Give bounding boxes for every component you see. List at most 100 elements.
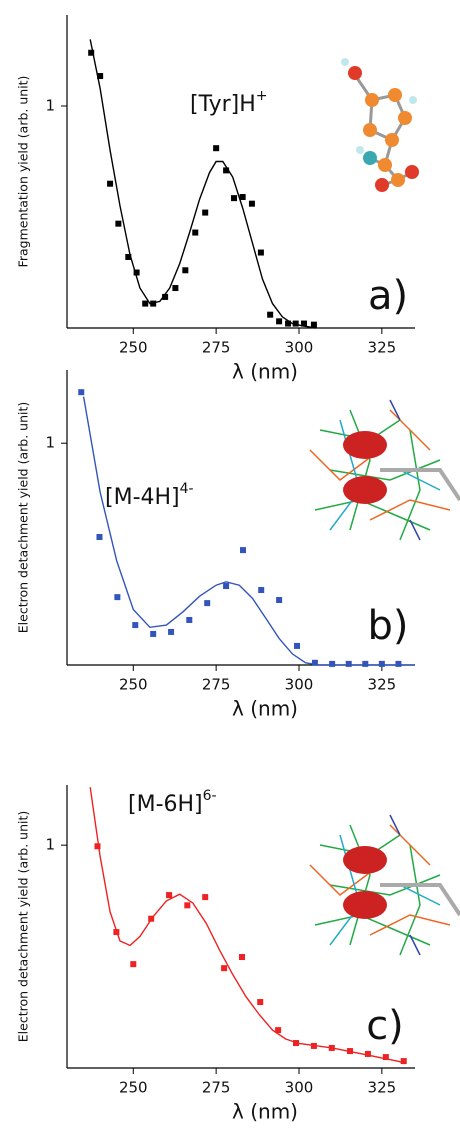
annotation-text: [M-6H]	[128, 792, 203, 817]
data-point	[150, 300, 157, 307]
data-point	[186, 616, 193, 623]
data-point	[275, 1027, 282, 1034]
data-point	[132, 622, 139, 629]
data-point	[78, 389, 85, 396]
x-tick-label: 250	[119, 1079, 148, 1097]
data-point	[150, 630, 157, 637]
data-point	[130, 961, 137, 968]
annotation: [Tyr]H+	[190, 88, 268, 117]
data-point	[292, 320, 299, 327]
data-point	[148, 915, 155, 922]
data-point	[345, 660, 352, 667]
x-tick-label: 275	[202, 1079, 231, 1097]
data-point	[310, 321, 317, 328]
data-point	[328, 1044, 335, 1051]
annotation-superscript: 6-	[203, 788, 217, 804]
data-point	[276, 318, 283, 325]
data-point	[182, 267, 189, 274]
data-point	[300, 320, 307, 327]
y-axis-label: Fragmentation yield (arb. unit)	[16, 76, 31, 268]
data-point	[133, 269, 140, 276]
data-point	[202, 209, 209, 216]
data-point	[382, 1054, 389, 1061]
data-point	[88, 49, 95, 56]
x-tick-label: 275	[202, 339, 231, 357]
data-point	[310, 1042, 317, 1049]
x-axis-label: λ (nm)	[232, 1100, 298, 1124]
x-axis-label: λ (nm)	[232, 697, 298, 721]
fit-line	[89, 39, 316, 329]
data-point	[223, 583, 230, 590]
y-axis-label: Electron detachment yield (arb. unit)	[16, 402, 31, 633]
data-point	[257, 999, 264, 1006]
annotation-superscript: +	[256, 88, 268, 104]
x-tick-label: 275	[202, 676, 231, 694]
data-point	[204, 600, 211, 607]
data-point	[238, 954, 245, 961]
data-point	[276, 597, 283, 604]
data-point	[168, 628, 175, 635]
data-point	[285, 320, 292, 327]
annotation: [M-6H]6-	[128, 788, 217, 817]
data-point	[221, 965, 228, 972]
data-point	[347, 1048, 354, 1055]
panel-label: c)	[366, 1003, 404, 1049]
protein-illustration	[309, 814, 460, 956]
data-point	[258, 587, 265, 594]
data-point	[166, 892, 173, 899]
data-point	[125, 253, 132, 260]
x-tick-label: 250	[119, 339, 148, 357]
x-tick-label: 325	[368, 676, 397, 694]
data-point	[294, 642, 301, 649]
data-point	[248, 200, 255, 207]
panel-label: a)	[368, 273, 408, 319]
data-point	[293, 1040, 300, 1047]
y-tick-label: 1	[45, 434, 55, 452]
data-point	[142, 300, 149, 307]
data-point	[202, 894, 209, 901]
data-point	[96, 534, 103, 541]
data-point	[97, 73, 104, 80]
fit-line	[82, 396, 415, 666]
x-tick-label: 325	[368, 1079, 397, 1097]
data-point	[172, 285, 179, 292]
data-point	[107, 180, 114, 187]
data-point	[329, 660, 336, 667]
data-point	[94, 843, 101, 850]
data-point	[362, 660, 369, 667]
y-tick-label: 1	[45, 97, 55, 115]
data-point	[395, 660, 402, 667]
data-point	[231, 195, 238, 202]
data-point	[114, 594, 121, 601]
data-point	[239, 547, 246, 554]
data-point	[115, 220, 122, 227]
x-axis-label: λ (nm)	[232, 360, 298, 384]
panel-label: b)	[368, 603, 409, 649]
data-point	[257, 249, 264, 256]
x-tick-label: 325	[368, 339, 397, 357]
x-tick-label: 300	[285, 339, 314, 357]
x-tick-label: 300	[285, 676, 314, 694]
data-point	[184, 902, 191, 909]
data-point	[378, 660, 385, 667]
data-point	[192, 229, 199, 236]
protein-illustration	[309, 399, 460, 541]
molecule-illustration	[341, 58, 419, 192]
data-point	[267, 311, 274, 318]
data-point	[311, 659, 318, 666]
data-point	[400, 1058, 407, 1065]
data-point	[162, 293, 169, 300]
data-point	[364, 1050, 371, 1057]
data-point	[113, 929, 120, 936]
y-tick-label: 1	[45, 836, 55, 854]
data-point	[213, 145, 220, 152]
data-point	[239, 194, 246, 201]
annotation-text: [M-4H]	[105, 485, 180, 510]
x-tick-label: 250	[119, 676, 148, 694]
annotation-superscript: 4-	[180, 481, 194, 497]
annotation-text: [Tyr]H	[190, 92, 256, 117]
x-tick-label: 300	[285, 1079, 314, 1097]
fit-line	[89, 787, 406, 1065]
annotation: [M-4H]4-	[105, 481, 194, 510]
